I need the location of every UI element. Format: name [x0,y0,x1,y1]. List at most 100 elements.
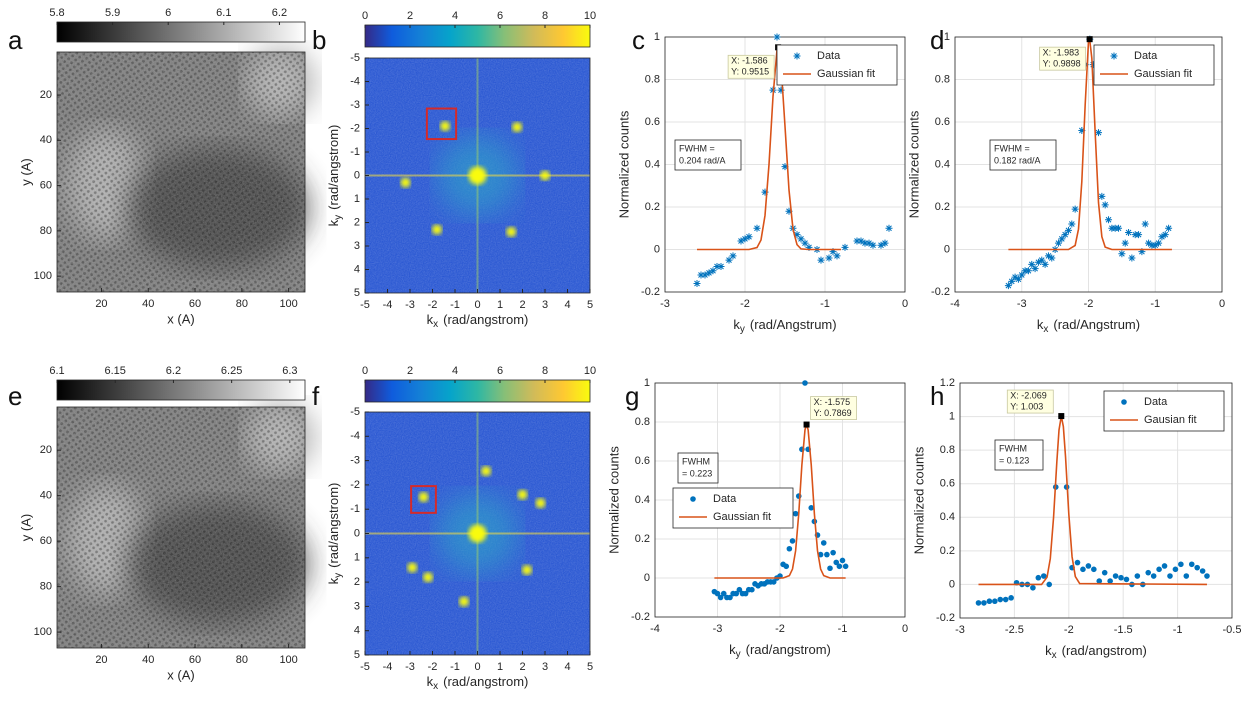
fwhm-text: = 0.223 [682,468,712,478]
bright-spot [407,562,418,573]
data-point [975,600,982,606]
data-point [1031,265,1039,273]
x-tick-label: 100 [279,298,297,310]
x-tick-label: 3 [542,661,548,673]
axis-unit: (rad/angstrom) [326,125,341,210]
datatip-label: Y: 0.7869 [814,408,852,418]
data-point [1161,563,1168,569]
datatip-box [1039,46,1087,71]
fwhm-text: FWHM = [994,143,1030,153]
datatip-label: Y: 0.9898 [1043,59,1081,69]
y-tick-label: 1 [354,193,360,205]
axis-subscript: y [740,324,745,335]
x-tick-label: -1 [820,298,830,310]
y-tick-label: 0.8 [645,73,660,85]
axis-label: ky (rad/angstrom) [729,642,831,659]
y-tick-label: 0.6 [935,116,950,128]
data-point [1038,256,1046,264]
data-point [736,586,743,593]
x-tick-label: -1 [1173,624,1183,636]
data-point [1091,566,1097,573]
bright-spot [540,170,550,181]
colorbar-tick-label: 6.25 [221,365,242,377]
y-tick-label: 0.4 [645,158,660,170]
colorbar-tick-label: 0 [362,10,368,22]
y-tick-label: -3 [350,99,360,111]
data-point [761,188,769,196]
datatip-label: X: -1.575 [814,397,851,407]
center-peak [468,166,487,185]
data-point [1167,573,1173,579]
axes-box [664,36,906,293]
y-tick-label: 0.4 [935,158,950,170]
bright-spot [423,572,433,583]
legend-box [672,487,794,529]
colorbar-tick-label: 6.1 [216,7,231,19]
axis-symbol: k [1037,317,1044,332]
x-tick-label: 5 [587,299,593,311]
y-tick-label: 4 [354,263,360,275]
y-tick-label: 0.8 [635,416,650,428]
x-tick-label: -1.5 [1114,624,1133,636]
axis-label: ky (rad/angstrom) [326,483,343,585]
colorbar-tick-label: 5.8 [49,7,64,19]
x-tick-label: -3 [660,298,670,310]
axis-label: x (A) [167,311,194,326]
data-point [861,239,869,247]
data-point [1128,254,1136,262]
x-tick-label: 0 [902,623,908,635]
panel-letter: h [930,381,944,411]
colorbar-tick-label: 8 [542,10,548,22]
axis-unit: (rad/angstrom) [443,312,528,327]
axis-label: y (A) [18,514,33,541]
data-point [1165,224,1173,232]
x-tick-label: 100 [279,654,297,666]
y-tick-label: 0.2 [635,533,650,545]
y-tick-label: 1 [354,552,360,564]
x-tick-label: -1 [450,661,460,673]
bright-spot [481,466,492,477]
data-point [997,596,1004,603]
x-tick-label: -2 [428,661,438,673]
data-point [836,563,843,570]
axis-label: kx (rad/angstrom) [427,674,529,691]
y-tick-label: -1 [350,146,360,158]
data-point [789,538,796,544]
x-tick-label: 0 [902,298,908,310]
data-point [1101,569,1108,576]
data-point [1121,239,1129,247]
legend-box [1103,390,1225,432]
legend-swatch [1121,399,1127,405]
highlight-box [410,485,437,514]
y-tick-label: 3 [354,600,360,612]
data-point [1107,578,1113,584]
x-tick-label: 2 [519,661,525,673]
x-tick-label: 80 [236,654,248,666]
axis-label: kx (rad/Angstrum) [1037,317,1140,334]
fwhm-box [674,139,742,171]
data-point [1151,241,1159,249]
datatip-label: Y: 1.003 [1010,401,1043,411]
y-tick-label: 0.6 [940,478,955,490]
y-tick-label: 4 [354,625,360,637]
data-point [1044,252,1052,260]
y-tick-label: 80 [40,581,52,593]
data-point [1028,260,1036,268]
y-tick-label: 1 [944,31,950,43]
data-point [1095,129,1103,137]
y-tick-label: 5 [354,287,360,299]
legend-label: Gausian fit [1144,414,1197,426]
data-point [1123,576,1130,583]
data-point [697,271,705,279]
y-tick-label: 0.4 [635,494,650,506]
data-point [1078,127,1086,134]
data-point [792,510,799,517]
data-point [1034,258,1042,266]
data-point [725,256,733,264]
data-point [717,263,725,270]
highlight-box [425,107,458,141]
axis-unit: (rad/angstrom) [443,674,528,689]
y-tick-label: 100 [34,626,52,638]
y-tick-label: 0 [644,572,650,584]
x-tick-label: -3 [1017,298,1027,310]
